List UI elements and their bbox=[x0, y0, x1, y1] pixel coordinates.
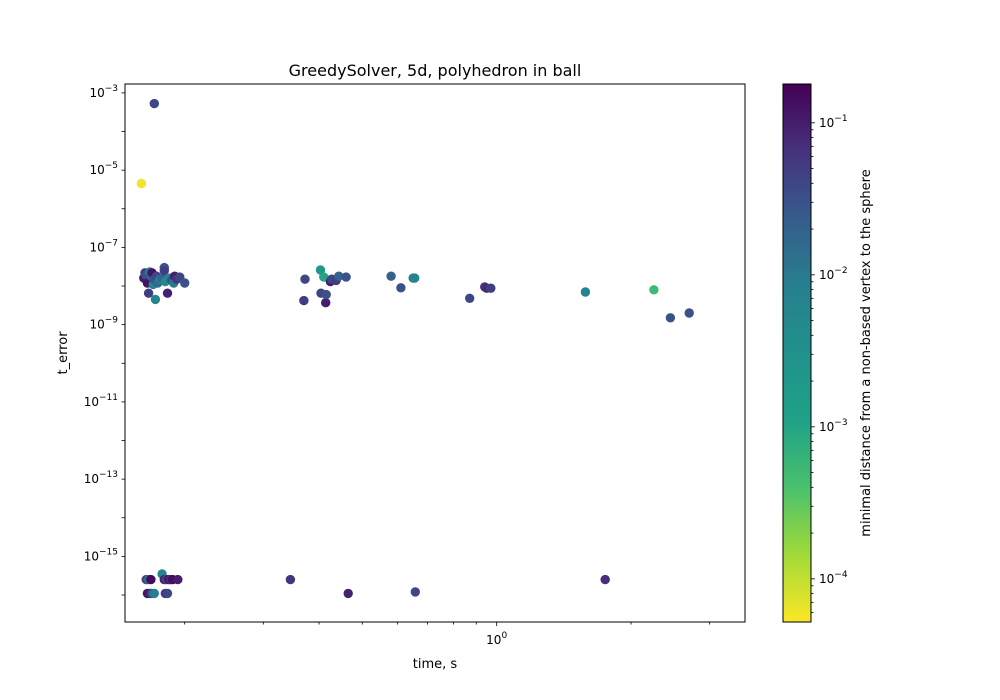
colorbar-label: minimal distance from a non-based vertex… bbox=[859, 169, 874, 536]
x-axis-label: time, s bbox=[413, 657, 458, 672]
data-point bbox=[285, 574, 296, 585]
scatter-points bbox=[136, 98, 694, 599]
y-tick-label: 10−9 bbox=[89, 316, 118, 332]
data-point bbox=[649, 285, 659, 295]
colorbar-tick-label: 10−3 bbox=[819, 418, 848, 434]
data-point bbox=[149, 98, 159, 109]
data-point bbox=[334, 271, 344, 281]
data-point bbox=[486, 283, 496, 293]
data-point bbox=[410, 273, 420, 283]
data-point bbox=[162, 588, 173, 599]
y-tick-label: 10−3 bbox=[89, 84, 118, 100]
data-point bbox=[343, 588, 353, 599]
data-point bbox=[321, 298, 331, 308]
y-axis-ticks: 10−3 10−5 10−7 10−9 10−11 10−13 10−15 bbox=[84, 84, 125, 596]
data-point bbox=[580, 287, 591, 297]
colorbar bbox=[782, 83, 812, 623]
data-point bbox=[143, 288, 154, 298]
y-tick-label: 10−5 bbox=[89, 161, 118, 177]
y-axis-label: t_error bbox=[56, 331, 71, 375]
data-point bbox=[162, 288, 173, 298]
y-tick-label: 10−11 bbox=[84, 393, 118, 409]
data-point bbox=[319, 272, 329, 282]
y-tick-label: 10−13 bbox=[84, 470, 118, 486]
x-tick-label: 100 bbox=[486, 631, 507, 647]
colorbar-ticks: 10−1 10−2 10−3 10−4 bbox=[811, 114, 848, 613]
data-point bbox=[136, 178, 147, 189]
data-point bbox=[684, 308, 694, 318]
data-point bbox=[150, 294, 161, 305]
data-point bbox=[410, 587, 420, 597]
x-axis-ticks: 100 bbox=[184, 622, 711, 647]
data-point bbox=[600, 574, 610, 585]
data-point bbox=[300, 274, 310, 284]
y-tick-label: 10−7 bbox=[89, 238, 118, 254]
data-point bbox=[149, 588, 159, 599]
data-point bbox=[146, 574, 156, 585]
data-point bbox=[386, 271, 396, 281]
data-point bbox=[665, 313, 676, 323]
data-point bbox=[173, 574, 183, 585]
data-point bbox=[321, 289, 331, 300]
chart-title: GreedySolver, 5d, polyhedron in ball bbox=[289, 61, 582, 80]
data-point bbox=[180, 278, 190, 288]
colorbar-tick-label: 10−1 bbox=[819, 114, 848, 130]
data-point bbox=[465, 293, 475, 303]
data-point bbox=[341, 272, 351, 282]
y-tick-label: 10−15 bbox=[84, 547, 118, 563]
data-point bbox=[396, 283, 406, 293]
data-point bbox=[299, 295, 309, 306]
data-point bbox=[315, 265, 326, 275]
plot-area bbox=[124, 83, 746, 623]
colorbar-tick-label: 10−2 bbox=[819, 266, 848, 282]
colorbar-tick-label: 10−4 bbox=[819, 570, 848, 586]
data-point bbox=[159, 265, 169, 276]
